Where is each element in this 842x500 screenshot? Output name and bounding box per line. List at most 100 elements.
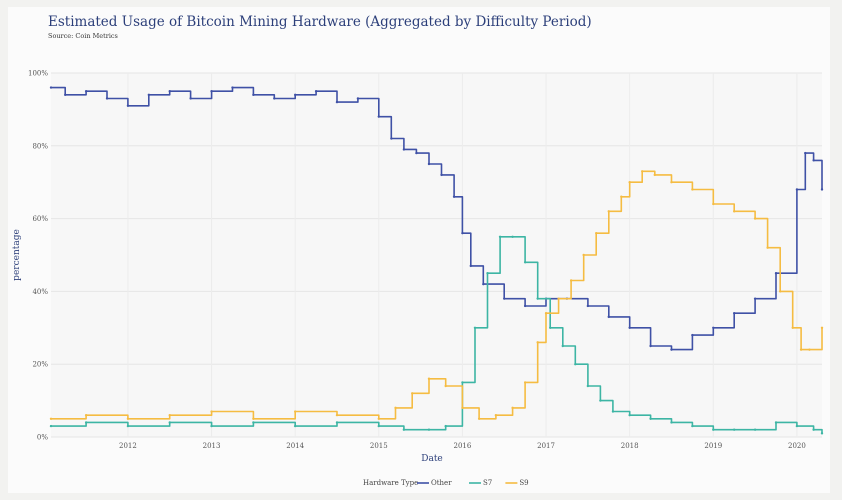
data-point [482, 282, 485, 286]
data-point [444, 384, 447, 388]
data-point [356, 97, 360, 100]
data-point [49, 417, 53, 420]
data-point [126, 104, 130, 107]
gridlines [51, 72, 822, 438]
data-point [427, 428, 431, 431]
data-point [168, 413, 171, 417]
data-point [461, 406, 464, 410]
data-point [804, 151, 807, 155]
data-point [595, 231, 598, 235]
data-point [461, 231, 464, 235]
data-point [293, 93, 297, 97]
data-point [536, 297, 539, 300]
data-point [628, 326, 631, 329]
y-tick-label: 0% [37, 434, 48, 442]
data-point [561, 344, 564, 348]
series-line-s9 [51, 170, 823, 420]
data-point [427, 377, 431, 380]
legend-title: Hardware Type [363, 479, 418, 487]
x-tick-label: 2016 [454, 442, 472, 450]
data-point [799, 348, 803, 351]
data-point [252, 417, 255, 420]
data-point [377, 115, 381, 118]
data-point [795, 188, 799, 191]
series-layer [49, 86, 824, 435]
x-axis-title: Date [421, 454, 443, 464]
data-point [732, 312, 736, 315]
data-point [415, 151, 418, 155]
data-point [444, 424, 447, 428]
data-point [599, 399, 602, 402]
data-point [335, 100, 339, 104]
data-point [536, 341, 539, 344]
data-point [628, 181, 631, 184]
data-point [469, 264, 472, 268]
data-point [168, 421, 171, 424]
data-point [84, 413, 88, 417]
x-tick-label: 2019 [704, 442, 722, 450]
data-point [820, 188, 824, 191]
data-point [210, 410, 213, 413]
data-point [314, 90, 318, 93]
data-point [574, 363, 577, 366]
data-point [84, 90, 88, 93]
data-point [544, 312, 548, 315]
data-point [620, 195, 623, 198]
x-tick-label: 2012 [119, 442, 137, 450]
data-point [189, 97, 192, 100]
data-point [49, 424, 53, 428]
legend-item-other: Other [431, 479, 452, 487]
data-point [252, 93, 255, 97]
data-point [64, 93, 67, 97]
x-tick-label: 2017 [537, 442, 555, 450]
y-axis-ticks: 0% 20% 40% 60% 80% 100% [28, 70, 48, 442]
y-axis-title: percentage [12, 229, 22, 281]
data-point [766, 246, 769, 249]
data-point [147, 93, 151, 97]
data-point [691, 188, 694, 191]
legend: Hardware Type Other S7 S9 [363, 479, 529, 487]
data-point [557, 297, 560, 300]
data-point [795, 424, 799, 428]
data-point [390, 137, 393, 140]
data-point [753, 428, 757, 431]
data-point [670, 421, 673, 424]
data-point [812, 428, 815, 431]
legend-item-s7: S7 [483, 479, 492, 487]
data-point [252, 421, 255, 424]
data-point [774, 272, 778, 275]
data-point [402, 148, 406, 151]
x-tick-label: 2013 [203, 442, 221, 450]
x-tick-label: 2015 [370, 442, 388, 450]
data-point [126, 417, 130, 420]
plot-area [51, 73, 822, 437]
data-point [231, 86, 234, 89]
data-point [607, 315, 610, 319]
data-point [452, 195, 456, 198]
data-point [84, 421, 88, 424]
data-point [49, 86, 53, 89]
data-point [586, 304, 590, 308]
data-point [498, 235, 502, 238]
data-point [523, 304, 527, 308]
data-point [820, 326, 824, 329]
data-point [293, 424, 297, 428]
data-point [427, 162, 431, 166]
data-point [641, 170, 644, 173]
data-point [812, 159, 815, 162]
data-point [607, 210, 610, 213]
data-point [210, 424, 213, 428]
data-point [820, 432, 824, 435]
data-point [335, 413, 339, 417]
data-point [691, 424, 694, 428]
data-point [649, 417, 652, 420]
y-tick-label: 60% [32, 215, 48, 223]
data-point [394, 406, 397, 410]
data-point [335, 421, 339, 424]
data-point [649, 344, 652, 348]
data-point [461, 381, 464, 384]
data-point [503, 297, 506, 300]
y-tick-label: 80% [32, 142, 48, 150]
data-point [808, 348, 811, 351]
